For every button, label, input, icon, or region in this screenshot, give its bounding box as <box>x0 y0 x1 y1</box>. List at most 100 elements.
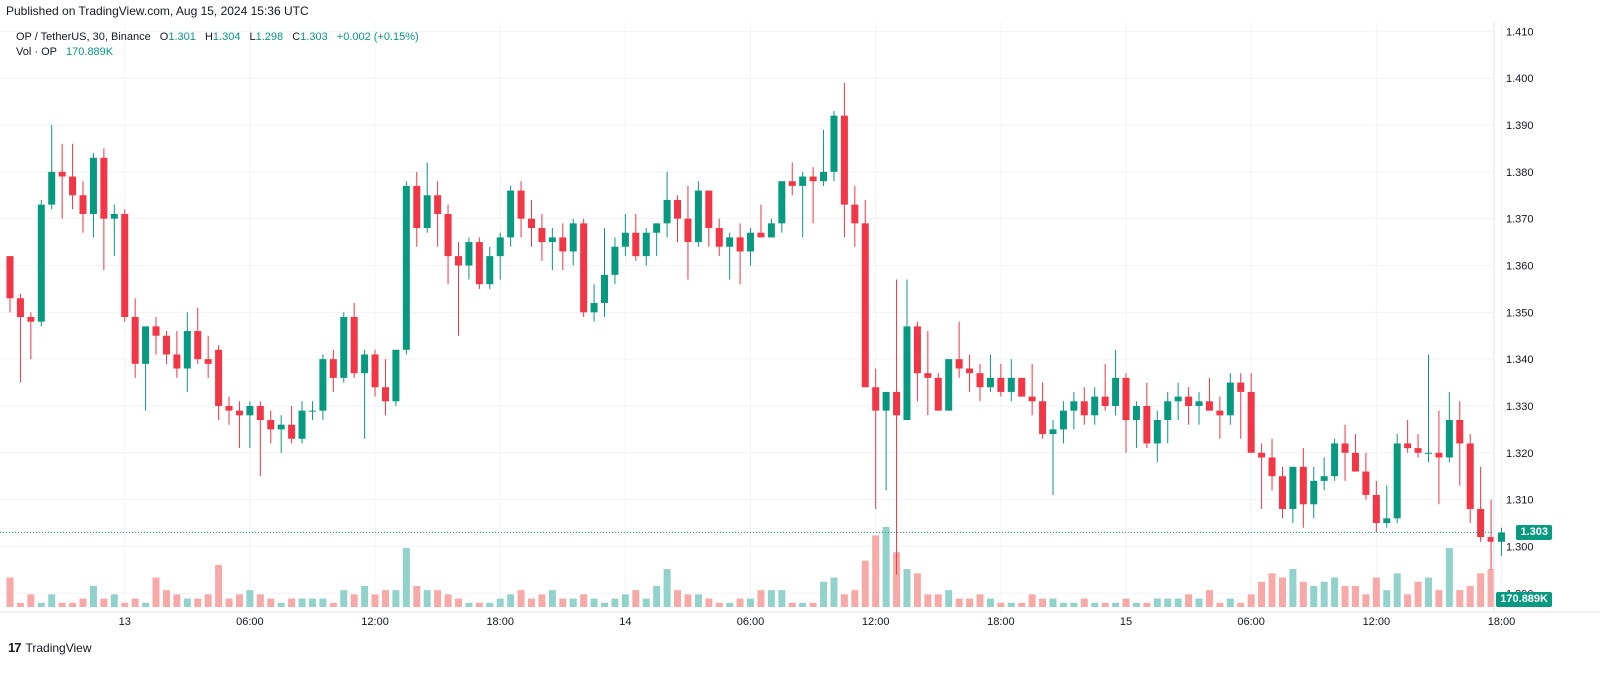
volume-bar <box>1039 598 1047 607</box>
volume-bar <box>194 598 202 607</box>
candle-body <box>1174 396 1182 402</box>
candle-body <box>16 298 24 317</box>
candle <box>621 213 629 257</box>
candle <box>1456 401 1464 486</box>
volume-bar <box>1404 594 1412 607</box>
volume-bar <box>1101 602 1109 607</box>
candle <box>517 181 525 238</box>
candlestick-chart[interactable]: 1.2901.3001.3101.3201.3301.3401.3501.360… <box>0 22 1600 634</box>
candle-body <box>100 157 108 219</box>
candle <box>1466 434 1474 524</box>
volume-bar <box>1383 590 1391 607</box>
volume-bar <box>757 590 765 607</box>
volume-bar <box>1351 585 1359 607</box>
candle-body <box>402 185 410 350</box>
volume-title[interactable]: Vol · OP <box>16 46 57 58</box>
candle <box>1268 438 1276 491</box>
candle-body <box>788 181 796 186</box>
time-axis[interactable]: 13 06:00 12:00 18:00 14 06:00 12:00 18:00 15 06:0… <box>119 616 1516 628</box>
symbol-title[interactable]: OP / TetherUS, 30, Binance <box>16 31 151 43</box>
volume-bar <box>1080 598 1088 607</box>
volume-bar <box>580 594 588 607</box>
volume-bar <box>444 594 452 607</box>
candle-body <box>966 368 974 374</box>
candle-body <box>1341 443 1349 453</box>
candle <box>121 209 129 322</box>
candle-body <box>694 190 702 243</box>
volume-bar <box>694 594 702 607</box>
candle <box>1383 485 1391 528</box>
time-tick-label: 18:00 <box>486 616 514 628</box>
volume-bar <box>381 590 389 607</box>
candle <box>851 185 859 247</box>
candle <box>538 213 546 261</box>
candles <box>6 82 1505 575</box>
candle <box>1216 396 1224 439</box>
volume-bar <box>475 602 483 607</box>
candle <box>340 312 348 383</box>
volume-bar <box>1477 573 1485 607</box>
candle <box>1299 448 1307 528</box>
chart-area[interactable]: 1.2901.3001.3101.3201.3301.3401.3501.360… <box>0 22 1600 634</box>
volume-bar <box>319 598 327 607</box>
candle-body <box>538 228 546 243</box>
volume-bar <box>1341 585 1349 607</box>
candle-body <box>381 387 389 402</box>
volume-bar <box>298 598 306 607</box>
candle <box>580 218 588 317</box>
candle <box>872 368 880 509</box>
volume-bar <box>528 598 535 607</box>
candle <box>799 171 807 238</box>
candle-body <box>1278 476 1286 509</box>
candle <box>715 218 723 257</box>
candle-body <box>1456 420 1464 444</box>
candle-body <box>121 213 129 317</box>
candle-body <box>277 424 285 430</box>
candle-body <box>131 317 139 364</box>
candle-body <box>1445 420 1453 458</box>
price-axis[interactable]: 1.2901.3001.3101.3201.3301.3401.3501.360… <box>1506 26 1534 600</box>
volume-bar <box>1143 602 1151 607</box>
candle-body <box>861 223 869 388</box>
volume-bar <box>1007 602 1015 607</box>
volume-bar <box>1435 590 1443 607</box>
candle-body <box>580 223 588 313</box>
ohlc-legend: OP / TetherUS, 30, Binance O1.301 H1.304… <box>16 31 419 43</box>
candle <box>475 237 483 289</box>
volume-bar <box>945 590 953 607</box>
candle <box>444 204 452 285</box>
candle <box>486 246 494 289</box>
volume-bar <box>1466 585 1474 607</box>
time-tick-label: 18:00 <box>1488 616 1516 628</box>
volume-bar <box>1393 573 1401 607</box>
volume-bar <box>6 577 14 607</box>
candle <box>1372 480 1380 533</box>
volume-bar <box>1070 602 1078 607</box>
volume-bar <box>131 598 139 607</box>
candle-body <box>1372 494 1380 524</box>
candle-body <box>142 326 150 364</box>
candle <box>1414 434 1422 458</box>
candle-body <box>308 410 316 412</box>
candle-body <box>1049 429 1057 435</box>
volume-bar <box>1059 602 1067 607</box>
candle-body <box>913 326 921 374</box>
volume-bar <box>809 602 817 607</box>
candle-body <box>684 218 692 243</box>
candle <box>1445 391 1453 463</box>
time-tick-label: 14 <box>619 616 631 628</box>
volume-bar <box>1258 581 1266 607</box>
candle-body <box>1226 382 1234 416</box>
candle <box>1258 443 1266 509</box>
candle-body <box>1393 443 1401 519</box>
time-tick-label: 12:00 <box>862 616 890 628</box>
footer-brand[interactable]: 17 TradingView <box>8 640 92 655</box>
candle-body <box>1466 443 1474 509</box>
price-tick-label: 1.360 <box>1506 260 1534 272</box>
candle <box>1477 466 1485 542</box>
price-tick-label: 1.340 <box>1506 354 1534 366</box>
candle-body <box>37 204 45 322</box>
candle-body <box>903 326 911 421</box>
volume-bar <box>517 590 525 607</box>
candle-body <box>110 213 118 219</box>
